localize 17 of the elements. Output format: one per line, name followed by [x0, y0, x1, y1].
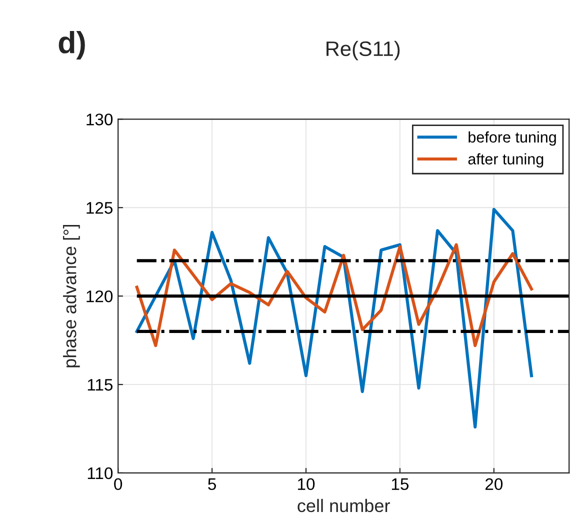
- x-tick-label: 15: [392, 478, 409, 490]
- legend-label: before tuning: [468, 131, 556, 146]
- y-tick-label: 130: [86, 114, 113, 126]
- x-axis-title: cell number: [298, 498, 390, 512]
- y-tick-label: 110: [88, 467, 113, 480]
- text: Re(S11): [326, 40, 400, 60]
- x-tick-label: 5: [208, 478, 216, 490]
- legend-label: after tuning: [468, 153, 544, 168]
- x-tick-label: 20: [485, 478, 503, 490]
- x-tick-label: 10: [298, 478, 315, 490]
- y-axis-title: phase advance [°]: [63, 224, 80, 368]
- y-tick-label: 125: [86, 202, 113, 214]
- y-tick-label: 115: [88, 379, 113, 391]
- x-tick-label: 0: [114, 478, 122, 490]
- line-series: [135, 243, 534, 348]
- y-tick-label: 120: [86, 290, 113, 302]
- text: d): [58, 30, 85, 60]
